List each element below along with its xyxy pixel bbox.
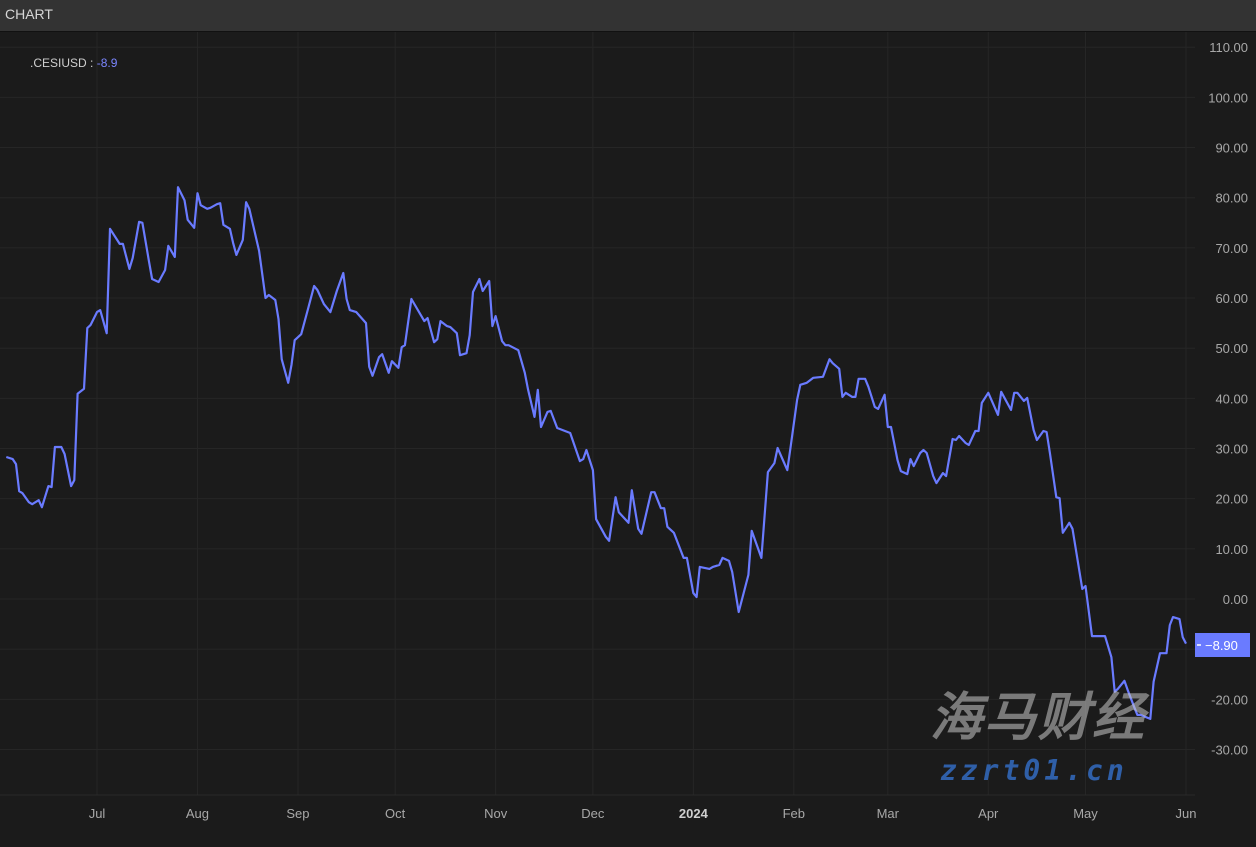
y-tick-label: 110.00: [1209, 40, 1248, 55]
y-tick-label: 100.00: [1208, 90, 1248, 105]
y-tick-label: 30.00: [1215, 442, 1248, 457]
x-tick-label: Sep: [286, 806, 309, 821]
x-tick-label: Nov: [484, 806, 508, 821]
x-tick-label: 2024: [679, 806, 709, 821]
y-tick-label: 40.00: [1215, 391, 1248, 406]
last-value-badge: [1195, 633, 1250, 657]
x-tick-label: Oct: [385, 806, 406, 821]
panel-title: CHART: [5, 6, 53, 22]
last-value-label: −8.90: [1195, 633, 1250, 657]
series-legend: .CESIUSD : -8.9: [30, 56, 117, 70]
y-tick-label: 90.00: [1215, 141, 1248, 156]
series-line-cesiusd: [5, 186, 1187, 720]
x-tick-label: May: [1073, 806, 1098, 821]
panel-header: CHART: [0, 0, 1256, 32]
y-axis: 110.00 100.00 90.00 80.00 70.00 60.00 50.00 40.…: [1208, 40, 1248, 757]
y-tick-label: 10.00: [1215, 542, 1248, 557]
watermark-logo: 海马财经: [930, 688, 1147, 748]
y-tick-label: -30.00: [1211, 742, 1248, 757]
last-value-text: −8.90: [1205, 638, 1238, 653]
y-tick-label: 0.00: [1223, 592, 1248, 607]
watermark-url: zzrt01.cn: [940, 754, 1128, 787]
x-tick-label: Jul: [89, 806, 106, 821]
x-tick-label: Apr: [978, 806, 999, 821]
y-tick-label: 60.00: [1215, 291, 1248, 306]
data-points: [6, 187, 1186, 719]
grid-lines: [0, 32, 1195, 795]
legend-symbol: .CESIUSD: [30, 56, 87, 70]
x-tick-label: Feb: [783, 806, 805, 821]
x-tick-label: Aug: [186, 806, 209, 821]
x-tick-label: Dec: [581, 806, 605, 821]
legend-value: -8.9: [96, 56, 118, 70]
y-tick-label: 50.00: [1215, 341, 1248, 356]
x-axis: Jul Aug Sep Oct Nov Dec 2024 Feb Mar Apr May Jun: [0, 794, 1196, 821]
y-tick-label: 70.00: [1215, 241, 1248, 256]
legend-separator: :: [86, 56, 97, 70]
y-tick-label: 80.00: [1215, 191, 1248, 206]
y-tick-label: -20.00: [1211, 692, 1248, 707]
y-tick-label: 20.00: [1215, 492, 1248, 507]
x-tick-label: Jun: [1175, 806, 1196, 821]
x-tick-label: Mar: [877, 806, 900, 821]
